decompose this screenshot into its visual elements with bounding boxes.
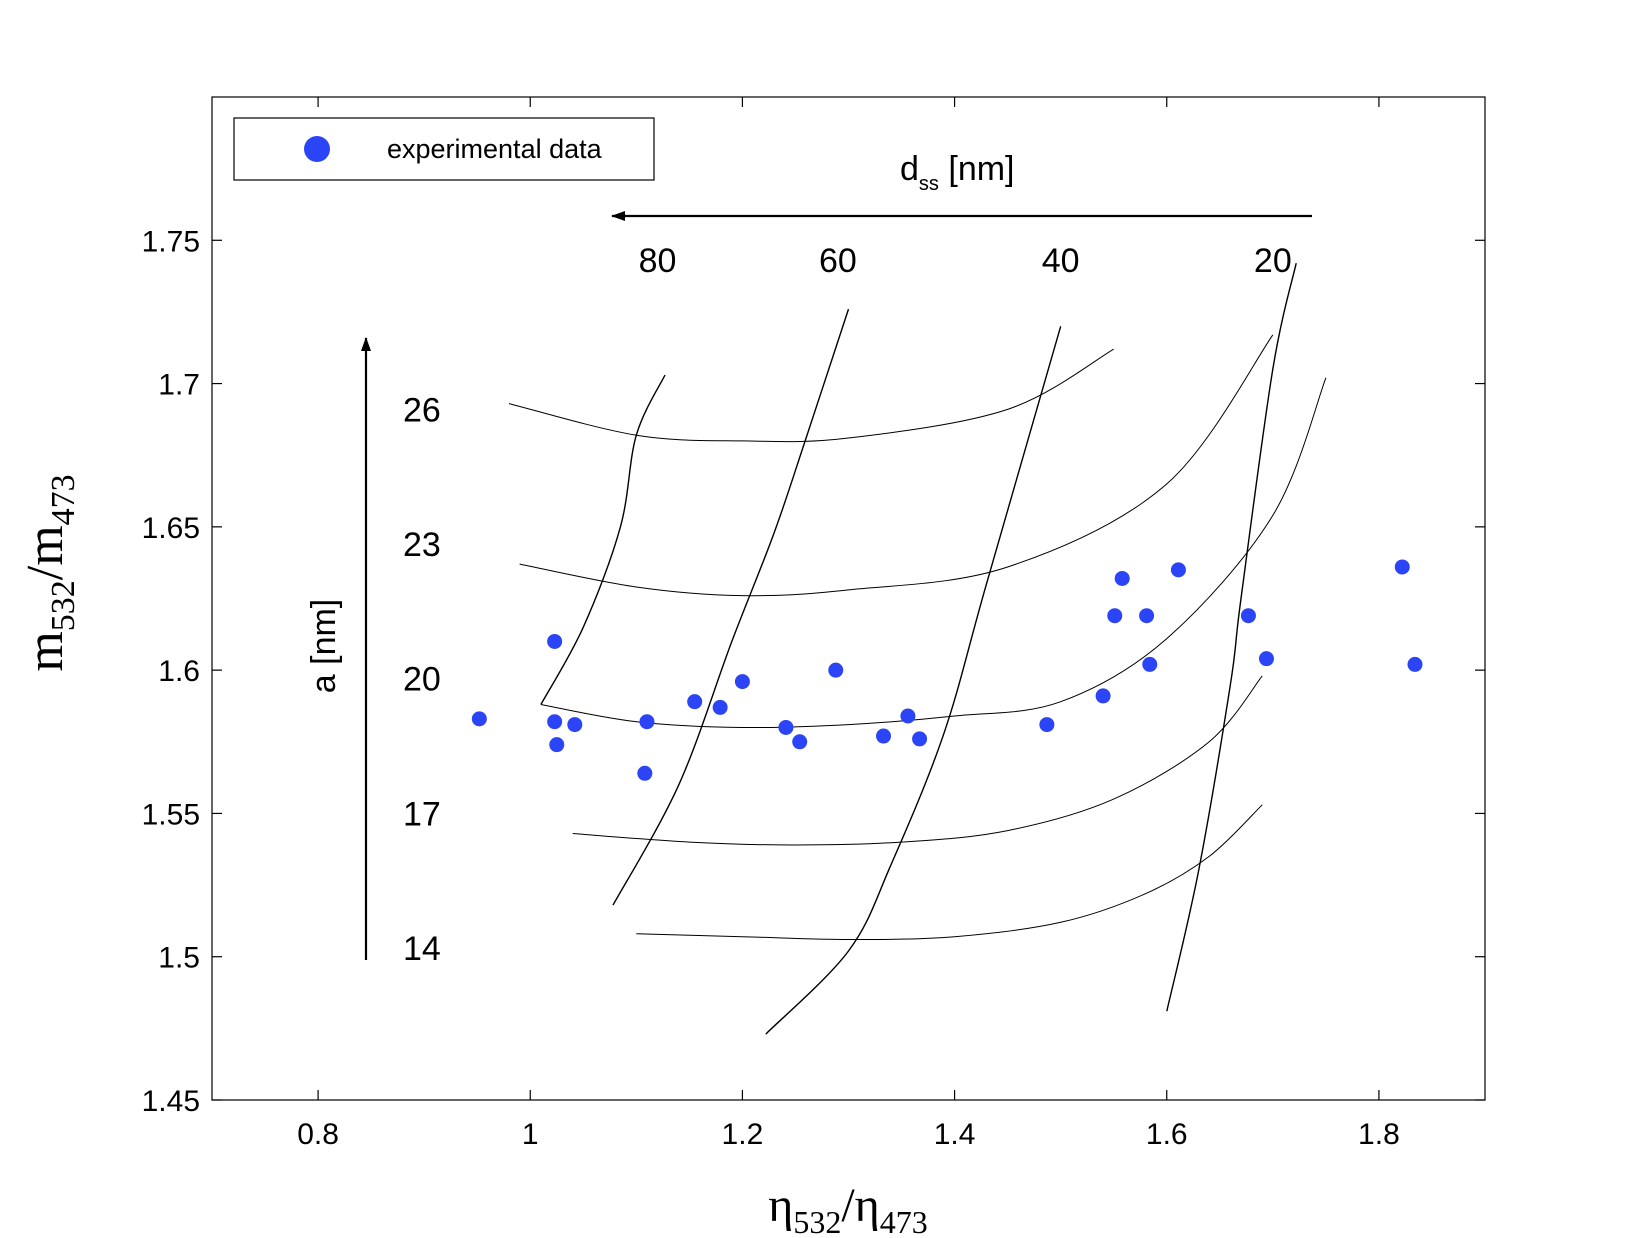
legend-marker [304,136,330,162]
legend-box [233,117,655,181]
data-point [547,633,563,649]
data-point [1095,688,1111,704]
data-point [1039,717,1055,733]
data-point [1114,570,1130,586]
data-point [778,719,794,735]
data-point [639,714,655,730]
data-point [1107,608,1123,624]
x-axis-title-base: η [768,1179,793,1232]
dss-title-sub: ss [919,173,939,195]
dss-curve-60 [612,308,850,906]
y-tick-label: 1.5 [158,942,200,975]
data-point [471,711,487,727]
data-point [1394,559,1410,575]
x-axis-title-base2: η [855,1179,880,1232]
y-tick-label: 1.75 [142,225,200,258]
y-axis-title-sub2: 473 [45,474,82,525]
y-axis: 1.45 1.5 1.55 1.6 1.65 1.7 1.75 [142,225,1485,1118]
x-tick-label: 1.4 [934,1118,976,1151]
x-tick-label: 1.2 [722,1118,764,1151]
data-point [687,694,703,710]
data-point [567,717,583,733]
data-point [1240,608,1256,624]
data-point [876,728,892,744]
data-point [712,699,728,715]
x-tick-label: 0.8 [297,1118,339,1151]
y-axis-title-sub: 532 [45,580,82,631]
dss-curve-40 [765,326,1062,1035]
a-curve-14 [636,804,1263,941]
dss-label-80: 80 [639,242,677,280]
data-point [792,734,808,750]
data-point [900,708,916,724]
a-curve-group [508,334,1327,941]
legend-label: experimental data [387,134,603,164]
data-point [637,765,653,781]
a-curve-23 [519,334,1274,597]
y-axis-title-base: m [17,631,74,671]
dss-label-60: 60 [819,242,857,280]
dss-label-20: 20 [1254,242,1292,280]
dss-labels: 80 60 40 20 [639,242,1292,280]
a-label-20: 20 [403,661,441,699]
a-label-26: 26 [403,391,441,429]
dss-curve-80 [540,374,666,705]
data-point [1170,562,1186,578]
data-point [1142,656,1158,672]
data-point [547,714,563,730]
y-tick-label: 1.65 [142,512,200,545]
dss-curve-group [540,263,1297,1035]
experimental-data-series [471,559,1423,781]
y-axis-title: m532/m473 [17,474,82,671]
data-point [828,662,844,678]
a-curve-17 [572,675,1263,846]
y-tick-label: 1.6 [158,655,200,688]
dss-title: dss [nm] [900,150,1015,195]
x-tick-label: 1 [522,1118,539,1151]
x-axis-title-sep: / [841,1179,855,1232]
data-point [912,731,928,747]
dss-title-base: d [900,150,919,188]
x-axis-title-sub: 532 [793,1204,841,1238]
x-tick-label: 1.6 [1146,1118,1188,1151]
x-axis: 0.8 1 1.2 1.4 1.6 1.8 [297,97,1400,1151]
data-point [549,737,565,753]
data-point [1407,656,1423,672]
data-point [1258,651,1274,667]
dss-title-unit: [nm] [939,150,1015,188]
a-curve-26 [508,348,1114,443]
a-curve-20 [540,377,1327,729]
y-tick-label: 1.45 [142,1085,200,1118]
legend: experimental data [233,117,655,181]
data-point [1139,608,1155,624]
a-label-14: 14 [403,930,441,968]
a-title: a [nm] [305,599,343,693]
x-axis-title: η532/η473 [768,1179,928,1238]
data-point [734,674,750,690]
a-labels: 26 23 20 17 14 [403,391,441,968]
dss-label-40: 40 [1042,242,1080,280]
x-axis-title-sub2: 473 [880,1204,928,1238]
y-axis-title-sep: / [17,565,74,580]
x-tick-label: 1.8 [1358,1118,1400,1151]
plot-area [211,96,1486,1101]
a-label-23: 23 [403,526,441,564]
dss-curve-20 [1166,263,1297,1012]
y-axis-title-base2: m [17,525,74,565]
y-tick-label: 1.55 [142,798,200,831]
y-tick-label: 1.7 [158,369,200,402]
a-label-17: 17 [403,795,441,833]
